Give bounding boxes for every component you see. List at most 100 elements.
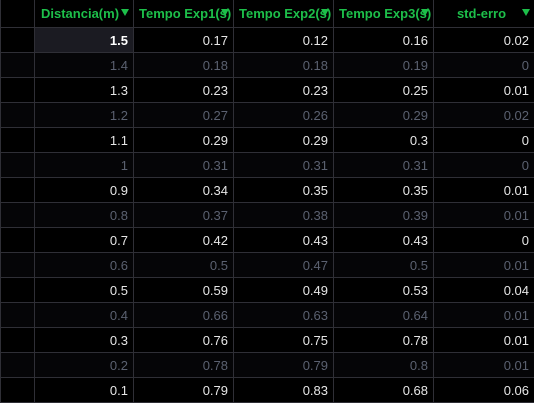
- table-cell[interactable]: 0.18: [233, 52, 334, 78]
- table-cell[interactable]: 0.01: [433, 352, 534, 378]
- table-cell[interactable]: 0: [433, 227, 534, 253]
- table-cell[interactable]: 0.29: [333, 102, 434, 128]
- table-cell[interactable]: 0.34: [133, 177, 234, 203]
- table-cell[interactable]: 0.63: [233, 302, 334, 328]
- table-cell[interactable]: 1.3: [34, 77, 134, 103]
- column-header-distancia[interactable]: Distancia(m): [34, 0, 134, 28]
- row-header-cell[interactable]: [0, 352, 35, 378]
- table-cell[interactable]: 0.8: [34, 202, 134, 228]
- row-header-cell[interactable]: [0, 27, 35, 53]
- table-cell[interactable]: 0.26: [233, 102, 334, 128]
- table-cell[interactable]: 0.1: [34, 377, 134, 403]
- row-header-cell[interactable]: [0, 127, 35, 153]
- table-cell[interactable]: 0.37: [133, 202, 234, 228]
- row-header-cell[interactable]: [0, 77, 35, 103]
- table-cell[interactable]: 0.01: [433, 202, 534, 228]
- table-cell[interactable]: 0.39: [333, 202, 434, 228]
- row-header-cell[interactable]: [0, 277, 35, 303]
- table-cell[interactable]: 0.4: [34, 302, 134, 328]
- table-cell[interactable]: 0.78: [333, 327, 434, 353]
- filter-dropdown-icon[interactable]: [221, 9, 229, 16]
- table-cell[interactable]: 1: [34, 152, 134, 178]
- table-cell[interactable]: 0.8: [333, 352, 434, 378]
- table-cell[interactable]: 0.31: [133, 152, 234, 178]
- table-cell[interactable]: 1.5: [34, 27, 134, 53]
- column-header-tempo-exp1[interactable]: Tempo Exp1(s): [133, 0, 234, 28]
- table-cell[interactable]: 0.38: [233, 202, 334, 228]
- table-cell[interactable]: 0.06: [433, 377, 534, 403]
- row-header-cell[interactable]: [0, 327, 35, 353]
- table-cell[interactable]: 0.29: [133, 127, 234, 153]
- row-header-cell[interactable]: [0, 227, 35, 253]
- corner-cell[interactable]: [0, 0, 35, 28]
- table-cell[interactable]: 0.79: [133, 377, 234, 403]
- table-cell[interactable]: 0.04: [433, 277, 534, 303]
- table-cell[interactable]: 0.43: [233, 227, 334, 253]
- table-cell[interactable]: 0.02: [433, 27, 534, 53]
- table-cell[interactable]: 0.25: [333, 77, 434, 103]
- table-cell[interactable]: 0.02: [433, 102, 534, 128]
- table-cell[interactable]: 0.23: [133, 77, 234, 103]
- table-cell[interactable]: 0: [433, 127, 534, 153]
- table-cell[interactable]: 0.23: [233, 77, 334, 103]
- table-cell[interactable]: 0: [433, 152, 534, 178]
- table-cell[interactable]: 0.16: [333, 27, 434, 53]
- table-cell[interactable]: 0.01: [433, 177, 534, 203]
- column-header-std-erro[interactable]: std-erro: [433, 0, 534, 28]
- row-header-cell[interactable]: [0, 52, 35, 78]
- table-cell[interactable]: 0.2: [34, 352, 134, 378]
- table-cell[interactable]: 0.01: [433, 302, 534, 328]
- filter-dropdown-icon[interactable]: [522, 9, 530, 16]
- table-cell[interactable]: 0.29: [233, 127, 334, 153]
- table-cell[interactable]: 1.4: [34, 52, 134, 78]
- row-header-cell[interactable]: [0, 202, 35, 228]
- column-header-tempo-exp3[interactable]: Tempo Exp3(s): [333, 0, 434, 28]
- table-cell[interactable]: 0.19: [333, 52, 434, 78]
- column-header-tempo-exp2[interactable]: Tempo Exp2(s): [233, 0, 334, 28]
- table-cell[interactable]: 0.43: [333, 227, 434, 253]
- row-header-cell[interactable]: [0, 102, 35, 128]
- table-cell[interactable]: 0: [433, 52, 534, 78]
- filter-dropdown-icon[interactable]: [421, 9, 429, 16]
- table-cell[interactable]: 0.5: [34, 277, 134, 303]
- table-cell[interactable]: 0.64: [333, 302, 434, 328]
- table-cell[interactable]: 0.66: [133, 302, 234, 328]
- row-header-cell[interactable]: [0, 302, 35, 328]
- table-cell[interactable]: 0.75: [233, 327, 334, 353]
- table-cell[interactable]: 0.79: [233, 352, 334, 378]
- table-cell[interactable]: 0.31: [233, 152, 334, 178]
- row-header-cell[interactable]: [0, 177, 35, 203]
- table-cell[interactable]: 0.7: [34, 227, 134, 253]
- table-cell[interactable]: 0.01: [433, 327, 534, 353]
- table-cell[interactable]: 0.5: [333, 252, 434, 278]
- table-cell[interactable]: 0.9: [34, 177, 134, 203]
- table-cell[interactable]: 1.2: [34, 102, 134, 128]
- table-cell[interactable]: 0.31: [333, 152, 434, 178]
- row-header-cell[interactable]: [0, 252, 35, 278]
- table-cell[interactable]: 0.83: [233, 377, 334, 403]
- filter-dropdown-icon[interactable]: [121, 9, 129, 16]
- table-cell[interactable]: 0.35: [333, 177, 434, 203]
- table-cell[interactable]: 0.6: [34, 252, 134, 278]
- table-cell[interactable]: 0.49: [233, 277, 334, 303]
- row-header-cell[interactable]: [0, 377, 35, 403]
- table-cell[interactable]: 0.5: [133, 252, 234, 278]
- table-cell[interactable]: 0.01: [433, 252, 534, 278]
- table-cell[interactable]: 0.01: [433, 77, 534, 103]
- table-cell[interactable]: 0.27: [133, 102, 234, 128]
- table-cell[interactable]: 0.12: [233, 27, 334, 53]
- table-cell[interactable]: 0.35: [233, 177, 334, 203]
- table-cell[interactable]: 0.42: [133, 227, 234, 253]
- table-cell[interactable]: 0.68: [333, 377, 434, 403]
- table-cell[interactable]: 0.76: [133, 327, 234, 353]
- table-cell[interactable]: 1.1: [34, 127, 134, 153]
- table-cell[interactable]: 0.59: [133, 277, 234, 303]
- table-cell[interactable]: 0.78: [133, 352, 234, 378]
- table-cell[interactable]: 0.3: [34, 327, 134, 353]
- table-cell[interactable]: 0.3: [333, 127, 434, 153]
- table-cell[interactable]: 0.53: [333, 277, 434, 303]
- filter-dropdown-icon[interactable]: [321, 9, 329, 16]
- table-cell[interactable]: 0.17: [133, 27, 234, 53]
- table-cell[interactable]: 0.47: [233, 252, 334, 278]
- row-header-cell[interactable]: [0, 152, 35, 178]
